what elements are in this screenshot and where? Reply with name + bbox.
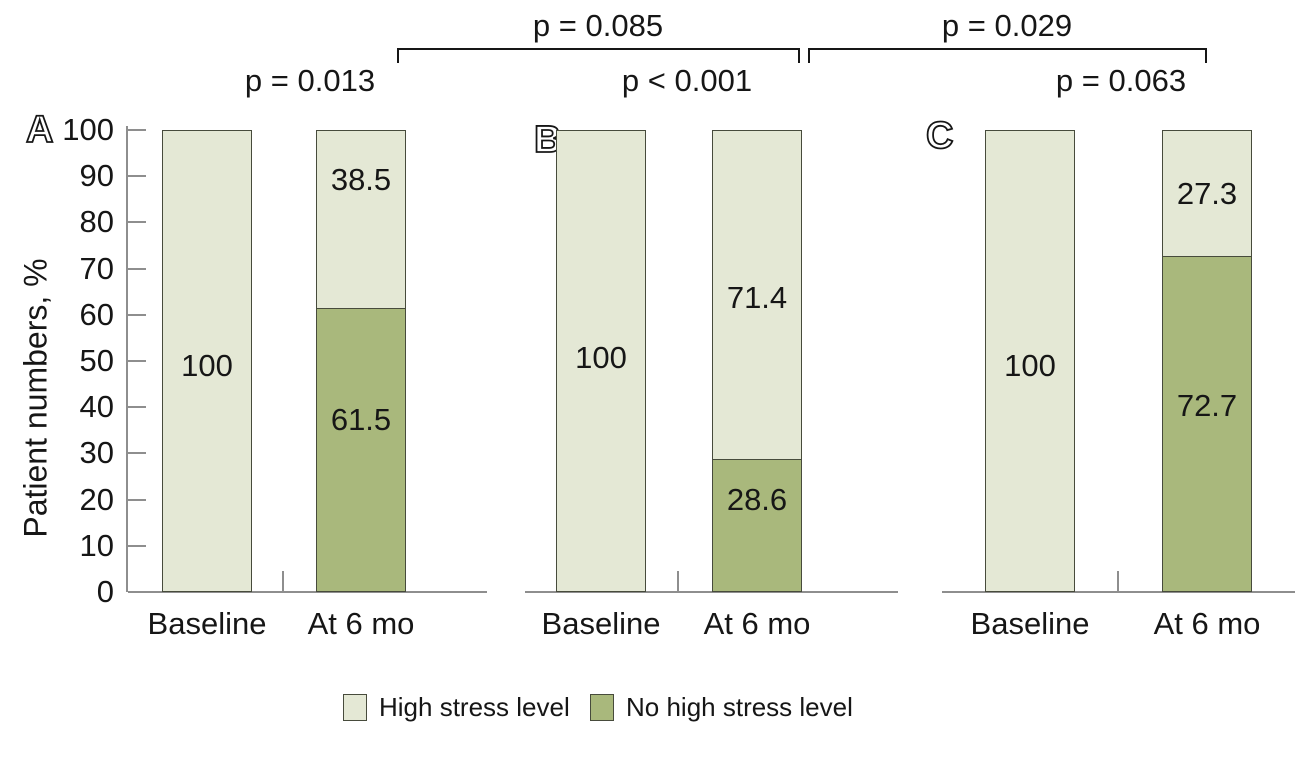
x-label-a-at6mo: At 6 mo: [307, 606, 415, 641]
bar-a-at6mo-nohigh-value: 61.5: [330, 402, 392, 437]
y-axis-tick: [128, 544, 146, 547]
bracket-b-vs-c: [808, 48, 1207, 63]
bar-b-at6mo-nohigh-segment: [713, 458, 801, 591]
y-axis-tick-label: 30: [79, 435, 114, 471]
y-axis-tick: [128, 452, 146, 455]
legend-item-high-stress: High stress level: [343, 692, 570, 722]
bar-b-baseline-high-segment: [557, 131, 645, 591]
legend-swatch-high-stress: [343, 693, 367, 721]
p-value-panel-c: p = 0.063: [1055, 63, 1187, 98]
bar-c-baseline-value: 100: [1004, 348, 1056, 383]
x-axis-midtick-c: [1117, 571, 1119, 591]
x-label-c-baseline: Baseline: [970, 606, 1090, 641]
bar-b-baseline-value: 100: [575, 340, 627, 375]
bar-a-at6mo-high-value: 38.5: [330, 162, 392, 197]
bar-c-baseline: 100: [985, 130, 1075, 592]
y-axis-tick-label: 40: [79, 389, 114, 425]
y-axis-tick: [128, 360, 146, 362]
y-axis-tick-label: 10: [79, 527, 114, 563]
bracket-a-vs-b: [397, 48, 800, 63]
x-label-b-baseline: Baseline: [541, 606, 661, 641]
x-axis-midtick-b: [677, 571, 679, 591]
y-axis-tick: [128, 406, 146, 409]
x-label-a-baseline: Baseline: [147, 606, 267, 641]
bar-b-baseline: 100: [556, 130, 646, 592]
bar-c-baseline-high-segment: [986, 131, 1074, 591]
bar-b-at6mo-high-value: 71.4: [726, 280, 788, 315]
y-axis-tick-label: 60: [79, 296, 114, 332]
legend-label-high-stress: High stress level: [379, 691, 570, 722]
y-axis-tick: [128, 498, 146, 501]
y-axis-tick-label: 90: [79, 158, 114, 194]
x-axis-panel-b: [525, 591, 898, 593]
y-axis-tick: [128, 175, 146, 178]
y-axis-tick-label: 100: [62, 112, 114, 147]
bar-c-at6mo: 27.3 72.7: [1162, 130, 1252, 592]
bar-b-at6mo: 71.4 28.6: [712, 130, 802, 592]
y-axis-tick-label: 50: [79, 343, 114, 378]
p-value-a-vs-b: p = 0.085: [532, 8, 664, 43]
panel-label-a: A: [25, 108, 54, 152]
x-axis-panel-c: [942, 591, 1295, 593]
bar-a-baseline-value: 100: [181, 348, 233, 383]
bar-c-at6mo-high-value: 27.3: [1176, 176, 1238, 211]
p-value-b-vs-c: p = 0.029: [941, 8, 1073, 43]
bar-a-at6mo: 38.5 61.5: [316, 130, 406, 592]
bar-a-at6mo-nohigh-segment: [317, 307, 405, 591]
x-axis-midtick-a: [282, 571, 284, 591]
bar-b-at6mo-high-segment: [713, 131, 801, 459]
p-value-panel-a: p = 0.013: [244, 63, 376, 98]
bar-c-at6mo-high-segment: [1163, 131, 1251, 257]
bar-a-baseline: 100: [162, 130, 252, 592]
y-axis-tick: [128, 221, 146, 224]
bar-c-at6mo-nohigh-segment: [1163, 256, 1251, 591]
panel-label-c: C: [925, 114, 954, 158]
x-label-b-at6mo: At 6 mo: [703, 606, 811, 641]
p-value-panel-b: p < 0.001: [621, 63, 753, 98]
legend-item-no-high-stress: No high stress level: [590, 692, 853, 722]
bar-a-at6mo-high-segment: [317, 131, 405, 308]
legend-swatch-no-high-stress: [590, 693, 614, 721]
legend-label-no-high-stress: No high stress level: [626, 691, 853, 722]
y-axis-tick-label: 0: [96, 574, 114, 609]
bar-a-baseline-high-segment: [163, 131, 251, 591]
bar-b-at6mo-nohigh-value: 28.6: [726, 482, 788, 517]
x-label-c-at6mo: At 6 mo: [1153, 606, 1261, 641]
y-axis-tick: [128, 313, 146, 316]
bar-c-at6mo-nohigh-value: 72.7: [1176, 388, 1238, 423]
y-axis-tick-label: 70: [79, 250, 114, 286]
x-axis-panel-a: [128, 591, 487, 593]
y-axis-tick-label: 80: [79, 204, 114, 240]
y-axis-tick: [128, 267, 146, 270]
y-axis-line: [126, 126, 128, 592]
y-axis-tick: [128, 129, 146, 131]
y-axis-tick-label: 20: [79, 481, 114, 517]
